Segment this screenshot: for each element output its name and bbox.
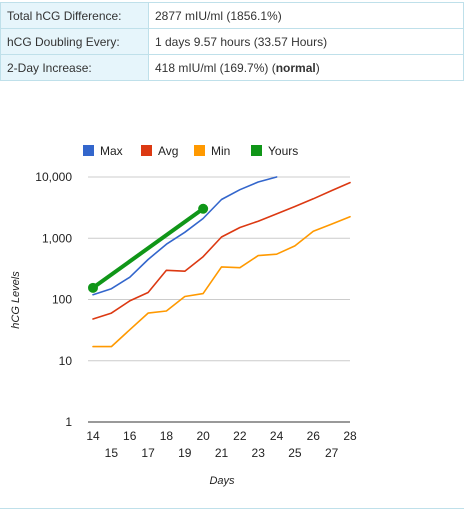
legend-label-yours: Yours — [268, 144, 298, 158]
x-tick-label: 22 — [233, 429, 247, 443]
y-tick-label: 1 — [65, 415, 72, 429]
x-tick-label: 26 — [307, 429, 321, 443]
legend-label-avg: Avg — [158, 144, 178, 158]
x-tick-label: 24 — [270, 429, 284, 443]
two-day-increase-amount: 418 mIU/ml (169.7%) ( — [155, 60, 276, 75]
doubling-time-label: hCG Doubling Every: — [0, 28, 149, 55]
y-tick-label: 1,000 — [42, 231, 72, 245]
y-tick-label: 10,000 — [35, 170, 72, 184]
x-tick-label: 21 — [215, 446, 229, 460]
two-day-increase-status: normal — [275, 60, 316, 75]
results-row-doubling-time: hCG Doubling Every: 1 days 9.57 hours (3… — [0, 28, 464, 55]
x-tick-label: 27 — [325, 446, 339, 460]
legend-swatch-avg — [141, 145, 152, 156]
x-tick-label: 28 — [343, 429, 357, 443]
y-tick-label: 10 — [59, 354, 73, 368]
two-day-increase-label: 2-Day Increase: — [0, 54, 149, 81]
x-axis-title: Days — [209, 475, 235, 487]
series-point-yours — [88, 282, 98, 293]
legend-label-max: Max — [100, 144, 123, 158]
x-tick-label: 18 — [160, 429, 174, 443]
x-tick-label: 14 — [86, 429, 100, 443]
legend-swatch-yours — [251, 145, 262, 156]
doubling-time-value: 1 days 9.57 hours (33.57 Hours) — [148, 28, 464, 55]
x-tick-label: 25 — [288, 446, 302, 460]
two-day-increase-close: ) — [315, 60, 320, 75]
x-tick-label: 16 — [123, 429, 137, 443]
two-day-increase-value: 418 mIU/ml (169.7%) (normal) — [148, 54, 464, 81]
results-row-two-day-increase: 2-Day Increase: 418 mIU/ml (169.7%) (nor… — [0, 54, 464, 81]
total-difference-value: 2877 mIU/ml (1856.1%) — [148, 2, 464, 29]
legend-swatch-max — [83, 145, 94, 156]
series-line-yours — [91, 206, 206, 290]
x-tick-label: 20 — [196, 429, 210, 443]
series-line-max — [92, 176, 278, 296]
hcg-chart: Max Avg Min Yours 1 10 100 1,000 10,000 14 15 16 17… — [10, 144, 357, 487]
x-tick-label: 19 — [178, 446, 192, 460]
y-tick-label: 100 — [52, 293, 72, 307]
total-difference-label: Total hCG Difference: — [0, 2, 149, 29]
series-line-min — [92, 215, 351, 348]
y-axis-title: hCG Levels — [10, 271, 22, 329]
legend-label-min: Min — [211, 144, 230, 158]
x-tick-label: 17 — [141, 446, 155, 460]
results-row-total-difference: Total hCG Difference: 2877 mIU/ml (1856.… — [0, 2, 464, 29]
x-tick-label: 15 — [105, 446, 119, 460]
x-tick-label: 23 — [252, 446, 266, 460]
legend-swatch-min — [194, 145, 205, 156]
bottom-divider — [0, 508, 464, 509]
series-point-yours — [198, 203, 209, 214]
results-table: Total hCG Difference: 2877 mIU/ml (1856.… — [0, 2, 464, 81]
series-line-avg — [92, 181, 351, 320]
